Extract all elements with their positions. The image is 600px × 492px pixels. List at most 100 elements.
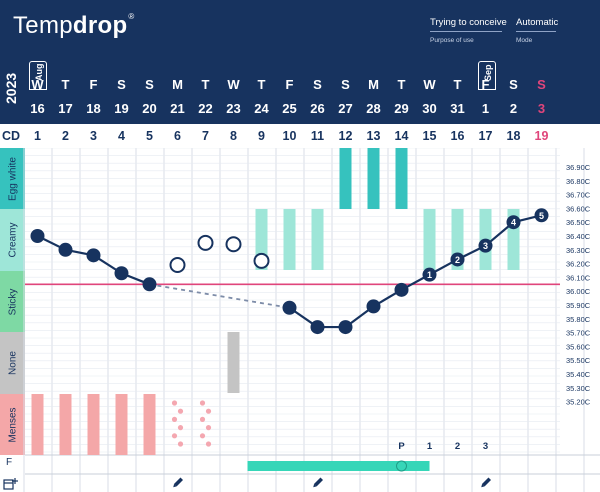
post-ovulation-day-label: 5 <box>539 211 544 221</box>
phase-label: 2 <box>455 441 460 452</box>
cycle-day-number: 4 <box>118 129 125 143</box>
phase-label: 1 <box>427 441 433 452</box>
day-of-month: 24 <box>254 101 269 116</box>
f-row-label: F <box>6 457 13 468</box>
pencil-icon[interactable] <box>172 477 184 488</box>
day-of-week: W <box>423 77 436 92</box>
temperature-axis-label: 35.20C <box>566 398 591 407</box>
cycle-day-number: 7 <box>202 129 209 143</box>
pencil-tip <box>481 483 485 488</box>
cycle-day-number: 8 <box>230 129 237 143</box>
day-of-month: 17 <box>58 101 73 116</box>
temperature-point-excluded <box>225 236 242 253</box>
temperature-point <box>310 320 325 335</box>
cycle-day-number: 16 <box>450 129 465 143</box>
phase-label: 3 <box>483 441 488 452</box>
spotting-dot <box>199 416 206 422</box>
post-ovulation-day-label: 4 <box>511 218 516 228</box>
cycle-day-label: CD <box>2 129 21 143</box>
cycle-day-number: 18 <box>506 129 521 143</box>
temperature-point <box>422 267 437 282</box>
day-of-month: 23 <box>226 101 241 116</box>
temperature-point <box>142 277 157 292</box>
temperature-chart[interactable]: 36.90C 36.80C 36.70C 36.60C 36.50C 36.40C 36.3… <box>0 148 600 492</box>
day-of-month: 3 <box>537 101 546 116</box>
pencil-body <box>314 477 324 487</box>
day-of-week: F <box>481 77 490 92</box>
cycle-day-number: 11 <box>310 129 325 143</box>
temperature-point <box>478 238 493 253</box>
cycle-day-number: 15 <box>422 129 437 143</box>
spotting-dot <box>177 441 184 447</box>
day-of-month: 21 <box>170 101 185 116</box>
purpose-value[interactable]: Trying to conceive <box>430 17 507 28</box>
temperature-axis-label: 36.00C <box>566 287 591 296</box>
post-ovulation-day-label: 2 <box>455 255 460 265</box>
year-label: 2023 <box>3 72 19 104</box>
spotting-dot <box>199 433 206 439</box>
category-egg-white: Egg white <box>0 148 25 209</box>
cycle-day-number: 10 <box>282 129 297 143</box>
temperature-axis-label: 35.60C <box>566 342 591 351</box>
cycle-day-number: 6 <box>174 129 181 143</box>
post-ovulation-day-label: 3 <box>483 241 488 251</box>
cycle-day-number: 14 <box>394 129 409 143</box>
grid <box>23 148 600 492</box>
day-of-month: 19 <box>114 101 129 116</box>
fertile-window-bar <box>247 461 430 471</box>
day-of-week: W <box>227 77 240 92</box>
category-none: None <box>0 332 25 394</box>
temperature-axis-label: 36.70C <box>566 191 591 200</box>
purpose-underline <box>430 31 502 32</box>
pencil-tip <box>173 483 177 488</box>
category-sticky: Sticky <box>0 271 25 332</box>
day-of-week: T <box>453 77 462 92</box>
temperature-point <box>338 320 353 335</box>
day-of-month: 16 <box>30 101 45 116</box>
menses-bar <box>87 394 100 455</box>
temperature-axis-label: 36.10C <box>566 273 591 282</box>
temperature-axis-label: 36.20C <box>566 260 591 269</box>
day-of-month: 28 <box>366 101 381 116</box>
temperature-point <box>450 252 465 267</box>
cycle-day-number: 9 <box>258 129 265 143</box>
mode-value[interactable]: Automatic <box>516 17 559 28</box>
pencil-tip <box>313 483 317 488</box>
day-of-week: T <box>61 77 70 92</box>
spotting-dot <box>205 425 212 431</box>
mucus-bar-creamy <box>311 209 324 270</box>
cycle-day-number: 1 <box>34 129 41 143</box>
temperature-point-excluded <box>169 256 186 273</box>
temperature-axis-label: 35.80C <box>566 315 591 324</box>
month-tag-sep: Sep <box>478 61 496 90</box>
mode-underline <box>516 31 556 32</box>
day-of-month: 2 <box>509 101 518 116</box>
cycle-day-number: 12 <box>338 129 353 143</box>
day-of-month: 30 <box>422 101 437 116</box>
day-of-week: M <box>172 77 183 92</box>
post-ovulation-day-label: 1 <box>427 270 432 280</box>
temperature-point <box>86 248 101 263</box>
temperature-axis-label: 36.90C <box>566 163 591 172</box>
day-of-month: 1 <box>481 101 490 116</box>
calendar-add-icon[interactable] <box>3 478 18 490</box>
temperature-axis-label: 35.50C <box>566 356 591 365</box>
menses-bar <box>31 394 44 455</box>
day-of-week: M <box>368 77 379 92</box>
day-of-month: 29 <box>394 101 409 116</box>
purpose-label: Purpose of use <box>430 37 474 44</box>
cycle-day-number: 2 <box>62 129 69 143</box>
pencil-icon[interactable] <box>480 477 492 488</box>
pencil-icon[interactable] <box>312 477 324 488</box>
month-tag-aug: Aug <box>29 61 47 90</box>
spotting-dot <box>171 416 178 422</box>
cycle-day-number: 13 <box>366 129 381 143</box>
cycle-day-number: 19 <box>534 129 549 143</box>
day-of-week: T <box>397 77 406 92</box>
day-of-week: F <box>89 77 98 92</box>
day-of-week: T <box>201 77 210 92</box>
day-of-month: 22 <box>198 101 213 116</box>
temperature-point-excluded <box>253 252 270 269</box>
temperature-axis-label: 36.60C <box>566 204 591 213</box>
menses-bar <box>59 394 72 455</box>
